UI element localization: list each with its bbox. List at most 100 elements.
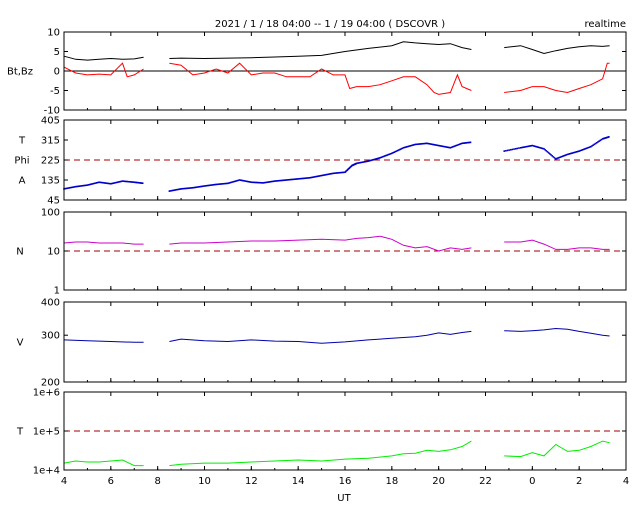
data-point (289, 178, 291, 181)
data-point (295, 178, 297, 180)
data-point (417, 143, 420, 145)
data-point (389, 152, 392, 155)
data-point (505, 149, 507, 152)
data-point (380, 156, 383, 159)
data-point (332, 172, 335, 175)
y-tick-label: 300 (41, 331, 60, 342)
data-point (571, 152, 573, 154)
data-point (528, 145, 530, 148)
data-point (403, 146, 406, 149)
series-bz-segment-1 (63, 62, 144, 78)
data-point (176, 188, 179, 191)
data-point (406, 145, 408, 148)
x-tick-label: 10 (198, 476, 211, 487)
data-point (593, 143, 596, 146)
data-point (320, 174, 323, 177)
data-point (107, 182, 110, 185)
data-point (513, 148, 515, 150)
data-point (305, 177, 308, 179)
series-n-segment-3 (504, 239, 610, 250)
data-point (532, 145, 535, 147)
data-point (120, 180, 123, 183)
data-point (99, 181, 102, 184)
data-point (585, 147, 587, 150)
y-tick-label: 1e+6 (33, 388, 60, 399)
data-point (293, 178, 296, 181)
data-point (552, 156, 555, 158)
data-point (401, 147, 404, 150)
data-point (455, 144, 458, 147)
data-point (378, 157, 380, 159)
data-point (187, 187, 189, 190)
data-point (371, 159, 373, 161)
data-point (432, 143, 434, 146)
data-point (265, 181, 268, 184)
data-point (538, 146, 541, 149)
data-point (263, 181, 266, 184)
y-tick-label: 400 (41, 298, 60, 309)
data-point (251, 181, 254, 184)
data-point (545, 150, 548, 152)
data-point (408, 145, 411, 147)
data-point (271, 180, 274, 183)
data-point (191, 186, 194, 189)
data-point (503, 150, 506, 152)
data-point (98, 181, 100, 184)
data-point (103, 182, 105, 184)
panel-density: 1 10 100 N (16, 208, 627, 297)
data-point (573, 151, 576, 154)
y-axis-label: T (16, 427, 24, 438)
data-point (245, 180, 248, 183)
data-point (449, 146, 452, 149)
data-point (206, 184, 208, 187)
data-point (428, 142, 431, 145)
data-point (414, 143, 417, 146)
data-point (298, 177, 301, 180)
data-point (237, 179, 240, 182)
data-point (257, 181, 260, 184)
data-point (97, 181, 99, 184)
data-point (551, 155, 554, 157)
y-tick-label: 405 (41, 116, 60, 127)
data-point (514, 147, 517, 150)
series-n-segment-2 (169, 235, 472, 252)
data-point (358, 162, 360, 164)
data-point (426, 142, 428, 145)
data-point (288, 178, 290, 181)
data-point (300, 177, 303, 180)
data-point (273, 180, 276, 182)
x-tick-label: 22 (479, 476, 492, 487)
data-point (361, 161, 364, 164)
data-point (595, 141, 598, 144)
data-point (592, 144, 595, 146)
data-point (180, 188, 182, 190)
x-tick-label: 4 (623, 476, 629, 487)
data-point (170, 189, 173, 192)
series-bt-segment-3 (504, 45, 610, 55)
y-axis-label: Bt,Bz (7, 67, 33, 78)
data-point (439, 144, 441, 147)
data-point (544, 149, 547, 151)
data-point (464, 142, 466, 144)
panel-magnetic-field: -10 -5 0 5 10 Bt,Bz (7, 28, 627, 117)
data-point (188, 187, 191, 189)
data-point (235, 180, 237, 182)
data-point (412, 144, 414, 146)
data-point (563, 154, 565, 157)
series-v-segment-2 (169, 330, 472, 344)
data-point (415, 143, 418, 146)
data-point (209, 184, 212, 187)
data-point (101, 181, 104, 184)
data-point (255, 181, 257, 184)
data-point (456, 144, 459, 146)
data-point (270, 180, 273, 183)
data-point (296, 178, 298, 180)
data-point (465, 142, 467, 144)
data-point (536, 146, 538, 148)
data-point (374, 158, 377, 160)
data-point (211, 184, 214, 186)
data-point (323, 174, 325, 176)
series-bz-segment-3 (504, 62, 610, 94)
data-point (574, 151, 577, 153)
data-point (137, 181, 139, 184)
